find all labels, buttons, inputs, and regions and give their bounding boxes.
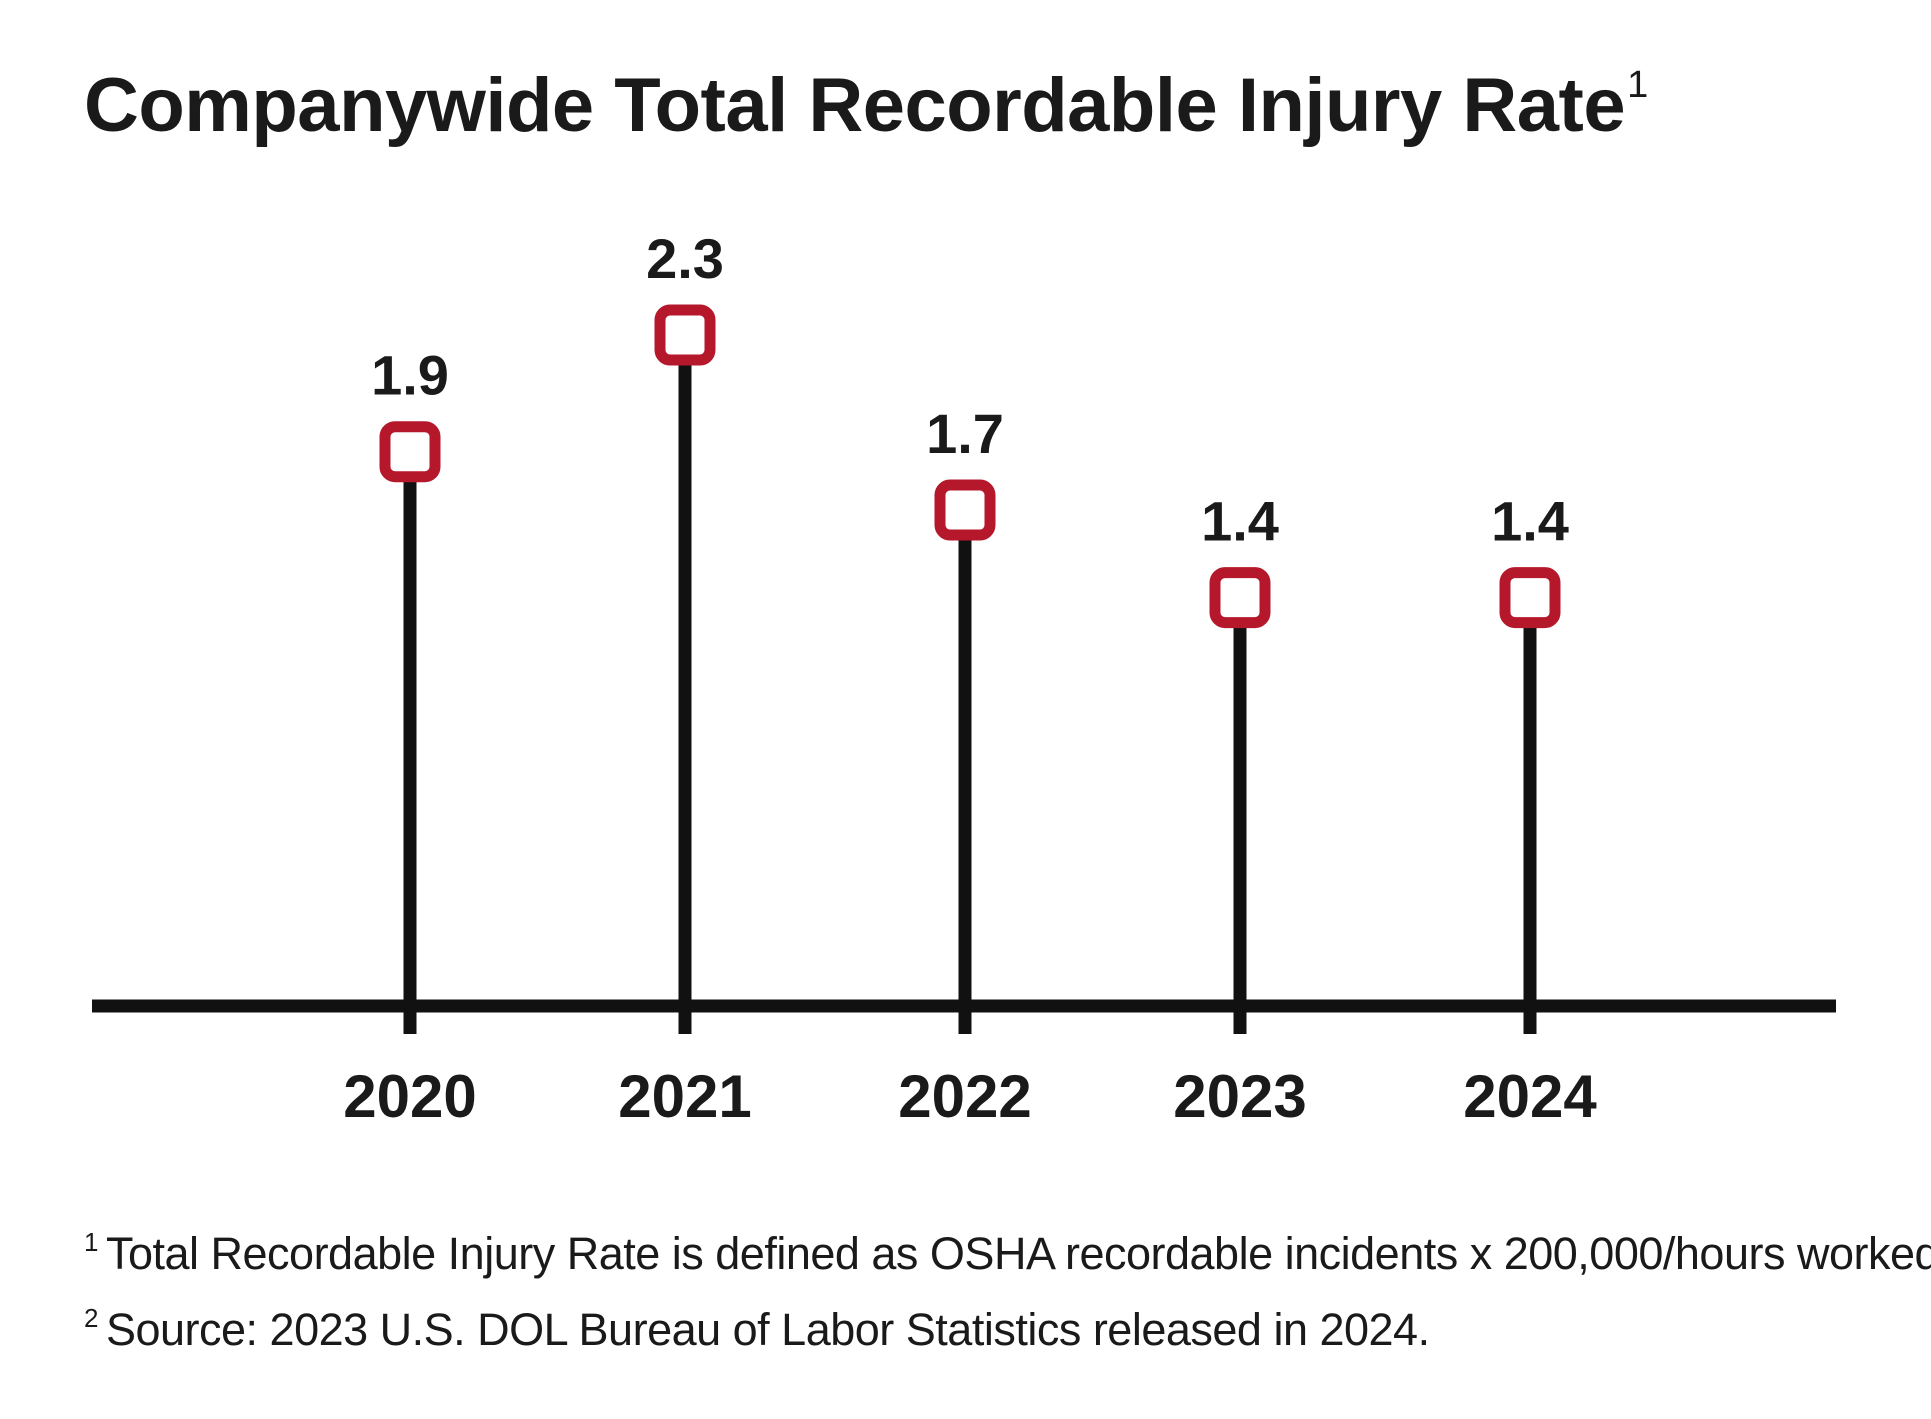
data-label-2024: 1.4 <box>1491 490 1569 553</box>
marker-2021 <box>654 304 716 366</box>
x-tick-label-2023: 2023 <box>1173 1063 1306 1130</box>
marker-2023 <box>1209 567 1271 629</box>
footnote-1: 1 Total Recordable Injury Rate is defined… <box>84 1210 1931 1286</box>
x-tick-label-2021: 2021 <box>618 1063 751 1130</box>
footnote-text: Source: 2023 U.S. DOL Bureau of Labor St… <box>105 1304 1430 1355</box>
marker-2020 <box>379 421 441 483</box>
chart-title: Companywide Total Recordable Injury Rate… <box>84 62 1648 149</box>
footnote-mark: 1 <box>84 1227 98 1257</box>
footnote-text: Total Recordable Injury Rate is defined … <box>105 1228 1931 1279</box>
x-tick-label-2024: 2024 <box>1463 1063 1597 1130</box>
markers-group <box>379 304 1561 629</box>
x-tick-label-2020: 2020 <box>343 1063 476 1130</box>
data-label-2020: 1.9 <box>371 344 449 407</box>
footnote-2: 2 Source: 2023 U.S. DOL Bureau of Labor S… <box>84 1286 1931 1362</box>
marker-2024 <box>1499 567 1561 629</box>
x-tick-label-2022: 2022 <box>898 1063 1031 1130</box>
marker-2022 <box>934 479 996 541</box>
value-labels-group: 1.9 2.3 1.7 1.4 1.4 <box>371 227 1569 553</box>
chart-title-text: Companywide Total Recordable Injury Rate <box>84 63 1626 148</box>
data-label-2023: 1.4 <box>1201 490 1279 553</box>
title-footnote-mark: 1 <box>1627 64 1648 106</box>
category-labels-group: 2020 2021 2022 2023 2024 <box>343 1063 1597 1130</box>
stems-group <box>403 335 1537 1034</box>
data-label-2022: 1.7 <box>926 402 1004 465</box>
lollipop-chart: 1.9 2.3 1.7 1.4 1.4 2020 2021 2022 2023 2024 <box>92 227 1836 1130</box>
footnote-mark: 2 <box>84 1303 98 1333</box>
footnotes: 1 Total Recordable Injury Rate is defined… <box>84 1210 1931 1362</box>
data-label-2021: 2.3 <box>646 227 724 290</box>
